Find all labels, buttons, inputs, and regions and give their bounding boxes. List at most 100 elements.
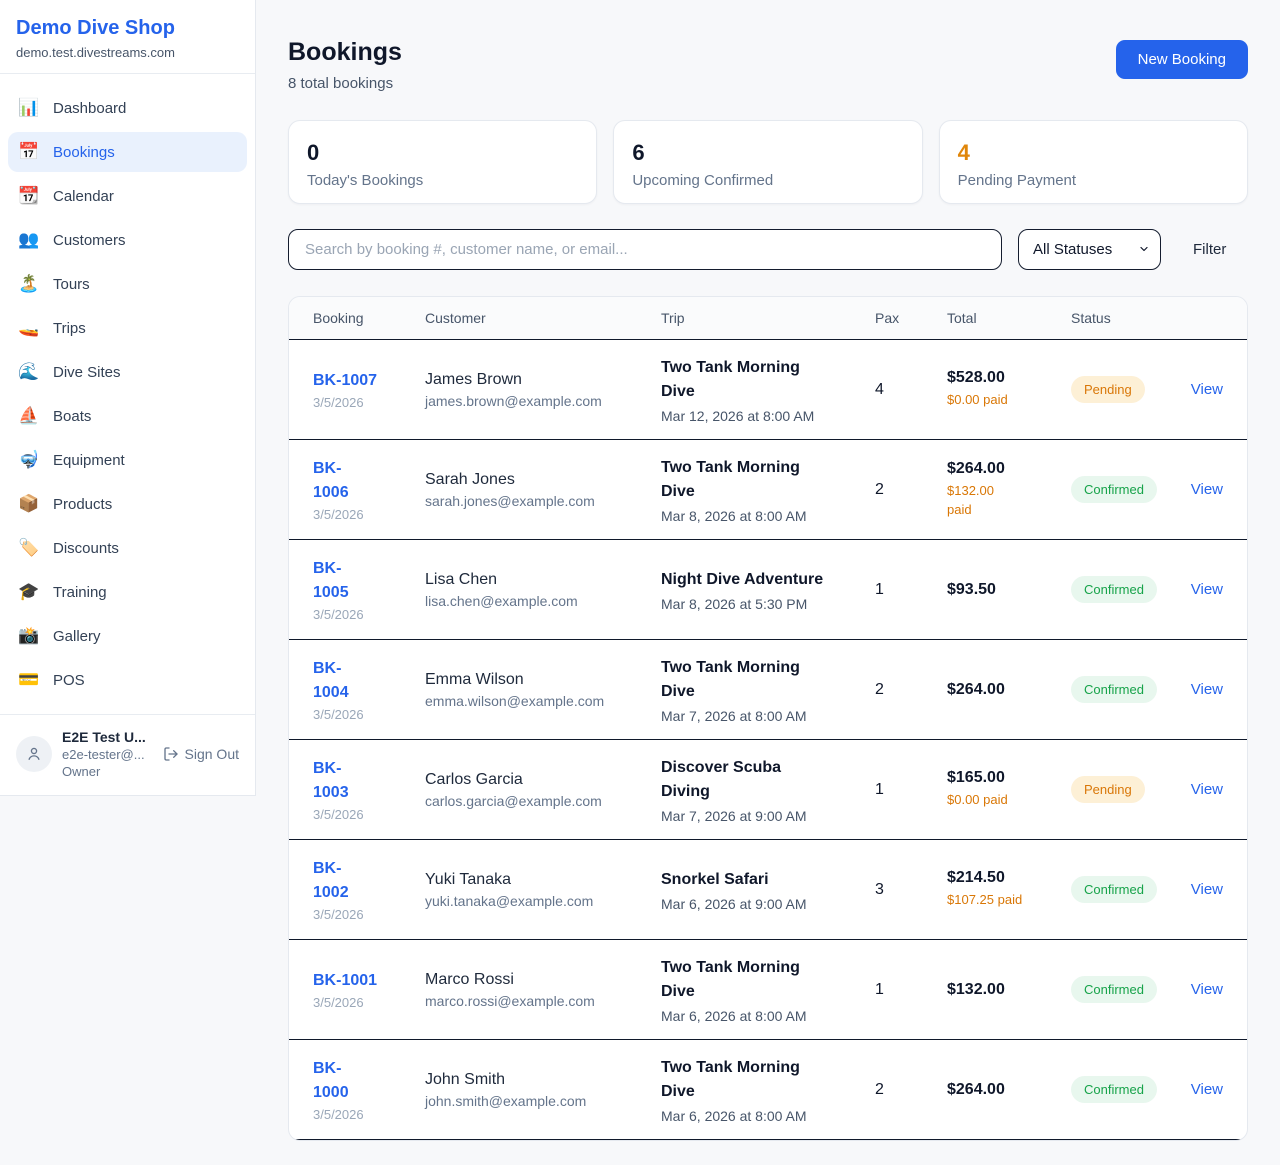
sidebar-item[interactable]: 📦 Products xyxy=(8,484,247,524)
stat-card: 4 Pending Payment xyxy=(938,120,1248,204)
search-input[interactable] xyxy=(288,229,1002,270)
customer-name: Yuki Tanaka xyxy=(425,870,511,888)
sidebar-item[interactable]: 🌊 Dive Sites xyxy=(8,352,247,392)
stat-value: 6 xyxy=(632,140,645,165)
booking-cell: BK- 1000 3/5/2026 xyxy=(313,1057,425,1121)
pax-cell: 1 xyxy=(875,980,884,998)
user-footer: E2E Test U... e2e-tester@... Owner Sign … xyxy=(0,714,255,795)
sidebar-item-label: Tours xyxy=(53,275,90,293)
sidebar-item[interactable]: 🤿 Equipment xyxy=(8,440,247,480)
sidebar-item-label: POS xyxy=(53,671,85,689)
booking-id-link[interactable]: BK-1007 xyxy=(313,371,378,389)
table-row: BK-1007 3/5/2026 James Brown james.brown… xyxy=(289,340,1247,440)
customer-name: James Brown xyxy=(425,370,522,388)
trip-time: Mar 12, 2026 at 8:00 AM xyxy=(661,407,815,424)
sidebar-item[interactable]: 📅 Bookings xyxy=(8,132,247,172)
sidebar-item-label: Boats xyxy=(53,407,92,425)
status-cell: Pending xyxy=(1071,376,1189,403)
user-meta: E2E Test U... e2e-tester@... Owner xyxy=(62,729,146,779)
sidebar-item-icon: 🤿 xyxy=(18,450,40,469)
customer-name: Lisa Chen xyxy=(425,570,498,588)
view-link[interactable]: View xyxy=(1190,380,1223,398)
avatar xyxy=(16,736,52,772)
sidebar-item[interactable]: 📸 Gallery xyxy=(8,616,247,656)
sidebar-item-icon: 📦 xyxy=(18,494,40,513)
booking-date: 3/5/2026 xyxy=(313,506,364,522)
status-filter-wrap: All Statuses xyxy=(1018,229,1161,270)
total-cell: $528.00 $0.00 paid xyxy=(947,369,1071,409)
total-amount: $264.00 xyxy=(947,1080,1005,1098)
actions-cell: View xyxy=(1189,881,1223,899)
customer-cell: James Brown james.brown@example.com xyxy=(425,371,661,409)
actions-cell: View xyxy=(1189,681,1223,699)
customer-cell: Yuki Tanaka yuki.tanaka@example.com xyxy=(425,871,661,909)
sidebar-item[interactable]: 🏷️ Discounts xyxy=(8,528,247,568)
trip-cell: Two Tank Morning Dive Mar 7, 2026 at 8:0… xyxy=(661,656,875,724)
trip-time: Mar 8, 2026 at 5:30 PM xyxy=(661,595,808,612)
table-row: BK- 1002 3/5/2026 Yuki Tanaka yuki.tanak… xyxy=(289,840,1247,940)
status-badge: Confirmed xyxy=(1071,1076,1157,1103)
status-badge: Pending xyxy=(1071,776,1145,803)
customer-name: Sarah Jones xyxy=(425,470,515,488)
sign-out-button[interactable]: Sign Out xyxy=(163,746,239,762)
table-row: BK- 1006 3/5/2026 Sarah Jones sarah.jone… xyxy=(289,440,1247,540)
booking-date: 3/5/2026 xyxy=(313,706,364,722)
sidebar-item[interactable]: ⛵ Boats xyxy=(8,396,247,436)
stat-label: Pending Payment xyxy=(957,172,1077,189)
sidebar-item-label: Gallery xyxy=(53,627,101,645)
trip-cell: Discover Scuba Diving Mar 7, 2026 at 9:0… xyxy=(661,756,875,824)
stat-value: 4 xyxy=(957,140,970,165)
status-badge: Confirmed xyxy=(1071,576,1157,603)
sidebar-item[interactable]: 🏝️ Tours xyxy=(8,264,247,304)
stat-card: 0 Today's Bookings xyxy=(288,120,598,204)
person-icon xyxy=(28,747,40,760)
customer-email: sarah.jones@example.com xyxy=(425,492,595,509)
view-link[interactable]: View xyxy=(1190,980,1223,998)
customer-email: marco.rossi@example.com xyxy=(425,992,595,1009)
view-link[interactable]: View xyxy=(1190,880,1223,898)
sidebar-item-icon: 🌊 xyxy=(18,362,40,381)
trip-name: Two Tank Morning Dive xyxy=(661,1058,800,1100)
status-filter-select[interactable]: All Statuses xyxy=(1018,229,1161,270)
sidebar-item[interactable]: 💳 POS xyxy=(8,660,247,700)
customer-email: carlos.garcia@example.com xyxy=(425,792,602,809)
stat-value: 0 xyxy=(307,140,320,165)
total-amount: $132.00 xyxy=(947,980,1005,998)
view-link[interactable]: View xyxy=(1190,580,1223,598)
sidebar-item[interactable]: 🎓 Training xyxy=(8,572,247,612)
booking-cell: BK-1001 3/5/2026 xyxy=(313,969,425,1010)
booking-id-link[interactable]: BK- 1004 xyxy=(313,660,349,701)
sidebar-nav: 📊 Dashboard 📅 Bookings 📆 Calendar 👥 Cust… xyxy=(0,74,255,714)
sidebar-item-icon: 👥 xyxy=(18,230,40,249)
view-link[interactable]: View xyxy=(1190,680,1223,698)
filter-label: Filter xyxy=(1193,241,1227,258)
view-link[interactable]: View xyxy=(1190,480,1223,498)
sidebar-item-icon: ⛵ xyxy=(18,406,40,425)
new-booking-button[interactable]: New Booking xyxy=(1115,40,1248,79)
sidebar-item[interactable]: 🚤 Trips xyxy=(8,308,247,348)
filter-row: All Statuses Filter xyxy=(288,229,1248,270)
sidebar-item[interactable]: 👥 Customers xyxy=(8,220,247,260)
view-link[interactable]: View xyxy=(1190,780,1223,798)
pax-cell: 2 xyxy=(875,680,884,698)
customer-email: john.smith@example.com xyxy=(425,1092,587,1109)
total-cell: $132.00 xyxy=(947,981,1071,999)
column-header-booking: Booking xyxy=(313,310,364,326)
page-title: Bookings xyxy=(288,38,402,66)
booking-id-link[interactable]: BK-1001 xyxy=(313,971,378,989)
customer-cell: Lisa Chen lisa.chen@example.com xyxy=(425,571,661,609)
booking-id-link[interactable]: BK- 1003 xyxy=(313,760,349,801)
brand-domain: demo.test.divestreams.com xyxy=(16,45,175,60)
actions-cell: View xyxy=(1189,581,1223,599)
actions-cell: View xyxy=(1189,981,1223,999)
booking-id-link[interactable]: BK- 1006 xyxy=(313,460,349,501)
status-cell: Confirmed xyxy=(1071,876,1189,903)
booking-id-link[interactable]: BK- 1002 xyxy=(313,860,349,901)
status-badge: Confirmed xyxy=(1071,676,1157,703)
sidebar-item-label: Bookings xyxy=(53,143,115,161)
sidebar-item[interactable]: 📊 Dashboard xyxy=(8,88,247,128)
booking-id-link[interactable]: BK- 1000 xyxy=(313,1060,349,1101)
sidebar-item[interactable]: 📆 Calendar xyxy=(8,176,247,216)
booking-id-link[interactable]: BK- 1005 xyxy=(313,560,349,601)
view-link[interactable]: View xyxy=(1190,1080,1223,1098)
